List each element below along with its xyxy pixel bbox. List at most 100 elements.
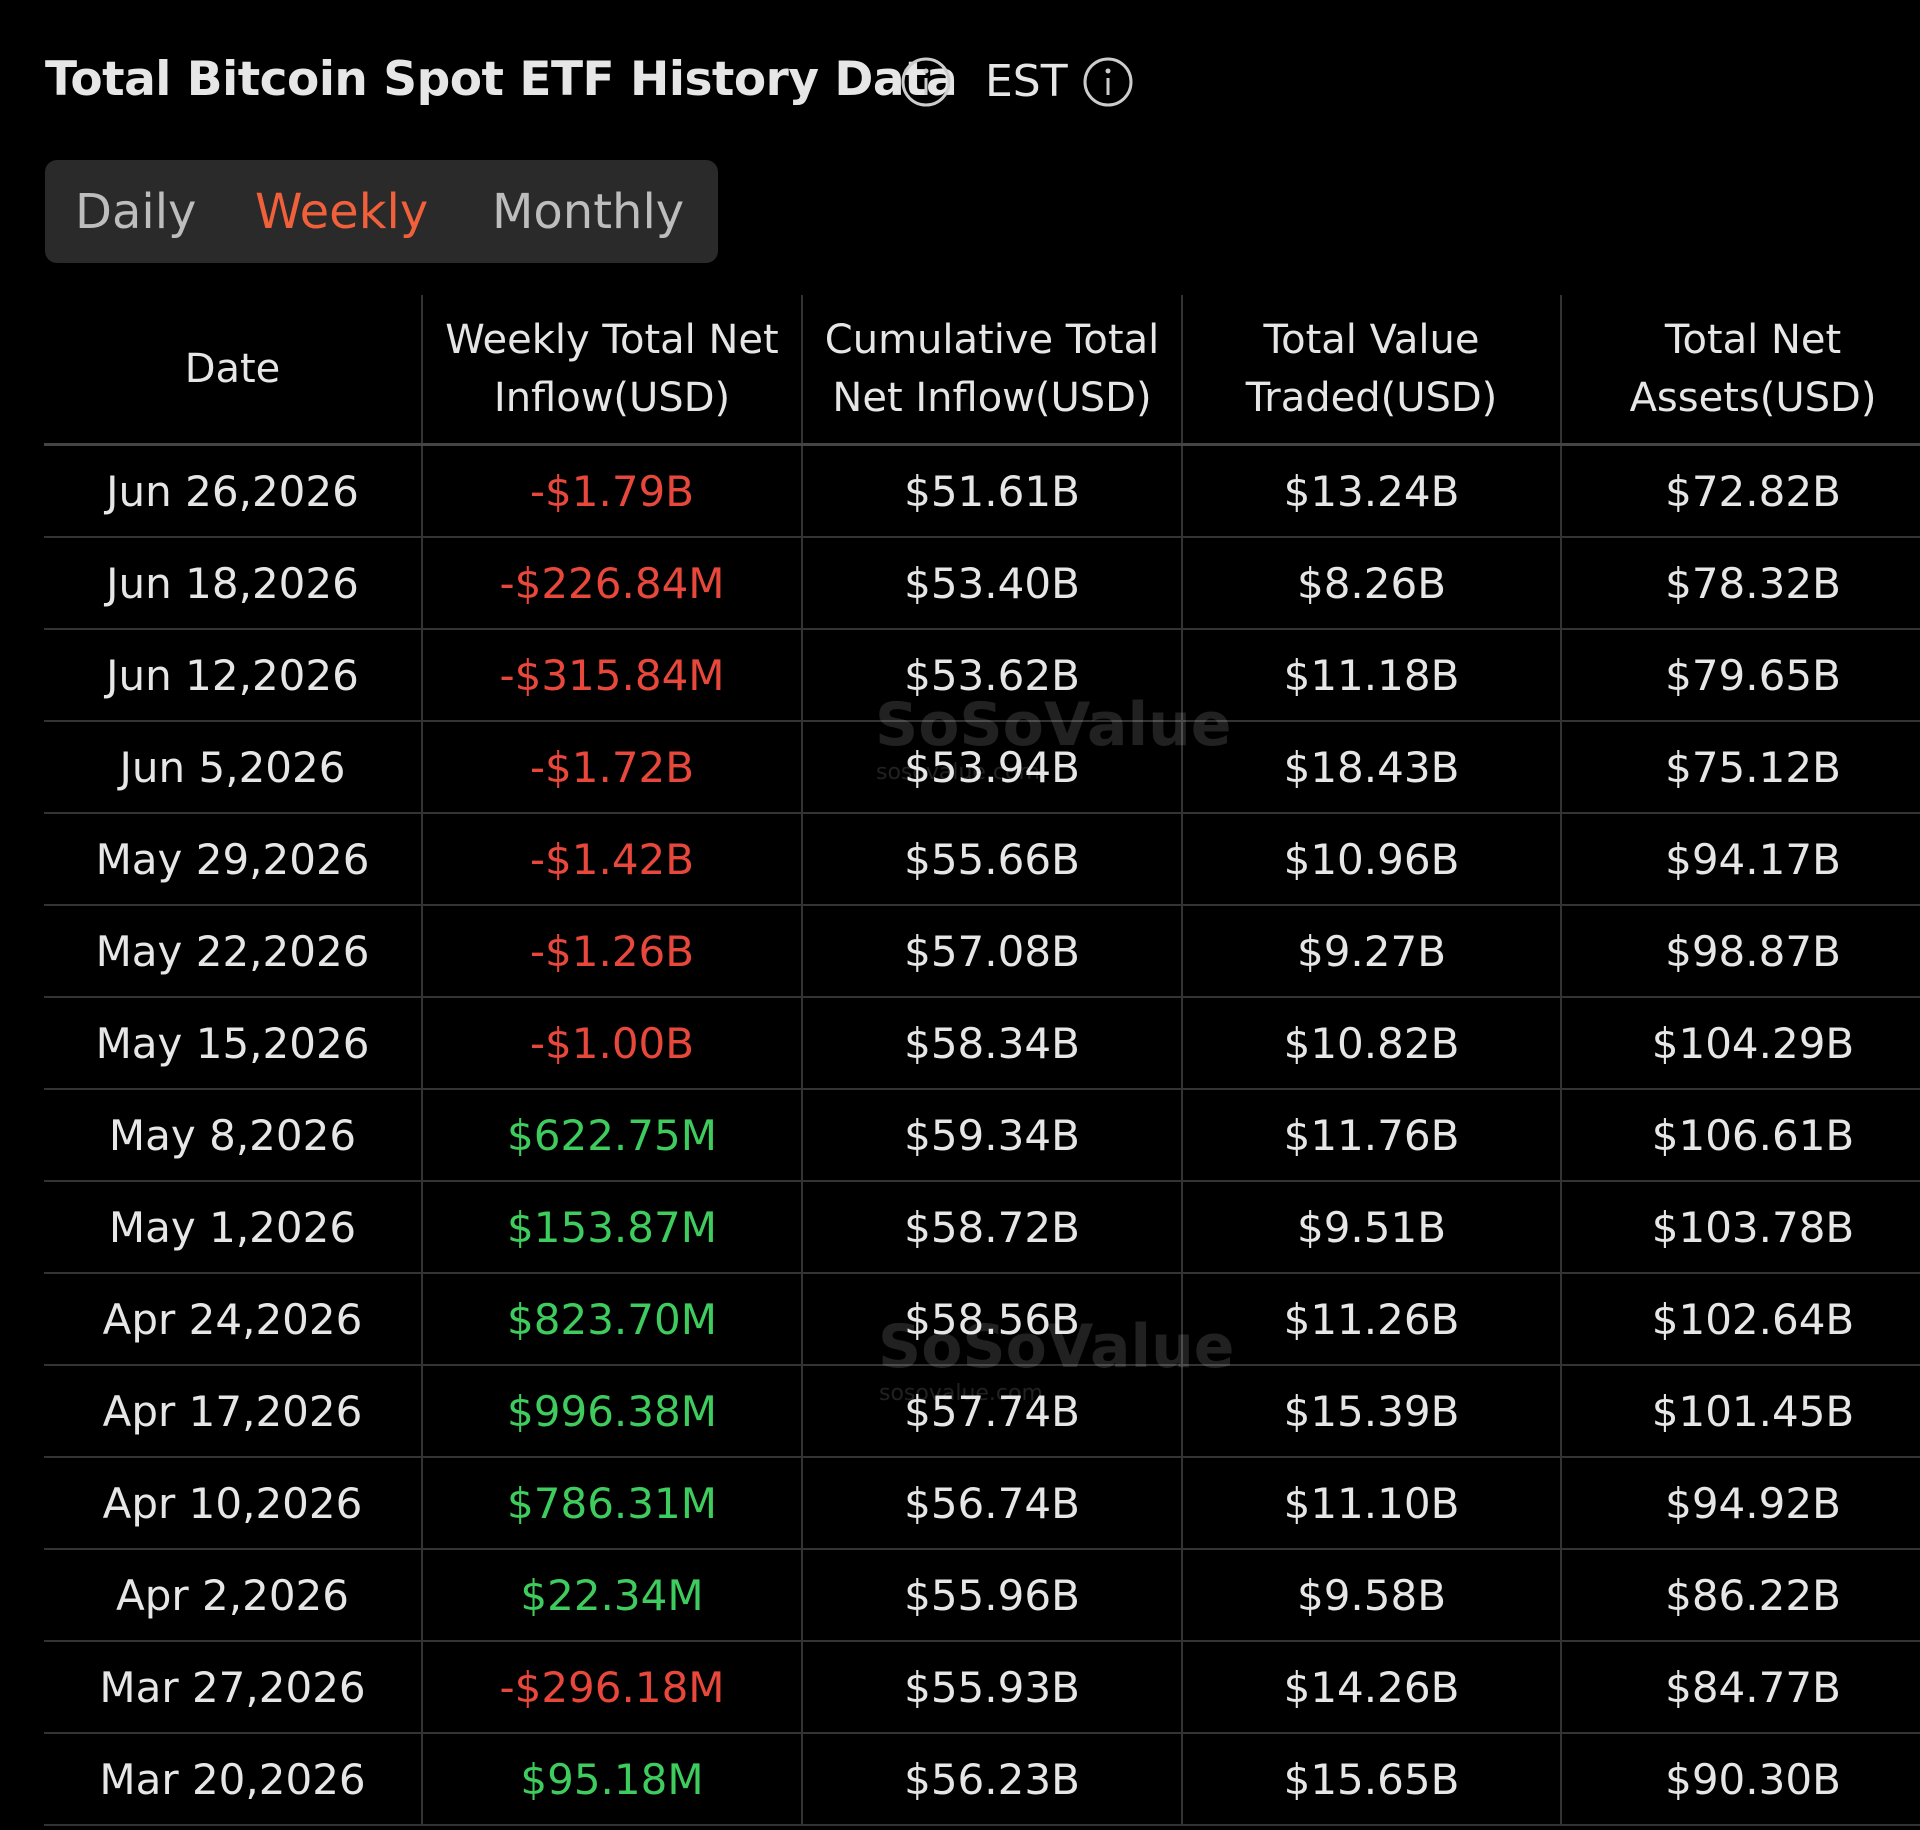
header-row: Date Weekly Total Net Inflow(USD) Cumulati…: [44, 295, 1920, 446]
value-cell: -$1.72B: [422, 721, 803, 814]
value-cell: $58.56B: [802, 1273, 1183, 1366]
table-row: Mar 27,2026 -$296.18M $55.93B $14.26B $84.77…: [44, 1641, 1920, 1734]
date-cell: Jun 26,2026: [44, 444, 423, 538]
watermark-site: sosovalue.com: [879, 1381, 1043, 1406]
value-cell: $53.94B: [802, 721, 1183, 814]
value-cell: $58.72B: [802, 1181, 1183, 1274]
column-header: Cumulative Total Net Inflow(USD): [802, 295, 1183, 446]
value-cell: $56.74B: [802, 1457, 1183, 1550]
column-header: Weekly Total Net Inflow(USD): [422, 295, 803, 446]
value-cell: $51.61B: [802, 444, 1183, 538]
table-row: Apr 10,2026 $786.31M $56.74B $11.10B $94.92B: [44, 1457, 1920, 1550]
value-cell: $15.39B: [1182, 1365, 1562, 1458]
table-row: May 15,2026 -$1.00B $58.34B $10.82B $104.29B: [44, 997, 1920, 1090]
watermark-site: sosovalue.com: [876, 760, 1040, 785]
value-cell: $10.82B: [1182, 997, 1562, 1090]
value-cell: $53.40B: [802, 537, 1183, 630]
date-cell: Apr 17,2026: [44, 1365, 423, 1458]
date-cell: May 15,2026: [44, 997, 423, 1090]
value-cell: $101.45B: [1561, 1365, 1920, 1458]
watermark: SoSoValue: [878, 1312, 1235, 1382]
value-cell: $13.24B: [1182, 444, 1562, 538]
date-cell: Jun 5,2026: [44, 721, 423, 814]
value-cell: $104.29B: [1561, 997, 1920, 1090]
value-cell: $9.27B: [1182, 905, 1562, 998]
value-cell: $84.77B: [1561, 1641, 1920, 1734]
date-cell: Apr 2,2026: [44, 1549, 423, 1642]
date-cell: Jun 12,2026: [44, 629, 423, 722]
value-cell: $95.18M: [422, 1733, 803, 1826]
value-cell: $103.78B: [1561, 1181, 1920, 1274]
value-cell: $90.30B: [1561, 1733, 1920, 1826]
value-cell: $823.70M: [422, 1273, 803, 1366]
value-cell: $11.76B: [1182, 1089, 1562, 1182]
data-table: Date Weekly Total Net Inflow(USD) Cumulati…: [44, 295, 1920, 1826]
value-cell: $106.61B: [1561, 1089, 1920, 1182]
table-row: May 22,2026 -$1.26B $57.08B $9.27B $98.87B: [44, 905, 1920, 998]
value-cell: $94.17B: [1561, 813, 1920, 906]
info-icon[interactable]: [1082, 56, 1134, 108]
tab-active[interactable]: Weekly: [255, 184, 429, 240]
date-cell: May 29,2026: [44, 813, 423, 906]
value-cell: $86.22B: [1561, 1549, 1920, 1642]
tab[interactable]: Daily: [75, 184, 197, 240]
value-cell: $79.65B: [1561, 629, 1920, 722]
date-cell: May 22,2026: [44, 905, 423, 998]
value-cell: -$1.00B: [422, 997, 803, 1090]
table-row: Apr 2,2026 $22.34M $55.96B $9.58B $86.22B: [44, 1549, 1920, 1642]
value-cell: $57.08B: [802, 905, 1183, 998]
value-cell: $18.43B: [1182, 721, 1562, 814]
table-row: May 1,2026 $153.87M $58.72B $9.51B $103.78B: [44, 1181, 1920, 1274]
value-cell: $9.58B: [1182, 1549, 1562, 1642]
table-row: May 29,2026 -$1.42B $55.66B $10.96B $94.17B: [44, 813, 1920, 906]
watermark: SoSoValue: [875, 690, 1232, 760]
date-cell: Mar 20,2026: [44, 1733, 423, 1826]
value-cell: $78.32B: [1561, 537, 1920, 630]
column-header: Total Value Traded(USD): [1182, 295, 1562, 446]
value-cell: $55.66B: [802, 813, 1183, 906]
value-cell: $102.64B: [1561, 1273, 1920, 1366]
date-cell: May 1,2026: [44, 1181, 423, 1274]
value-cell: $15.65B: [1182, 1733, 1562, 1826]
table-row: Mar 20,2026 $95.18M $56.23B $15.65B $90.30B: [44, 1733, 1920, 1826]
value-cell: $22.34M: [422, 1549, 803, 1642]
value-cell: $98.87B: [1561, 905, 1920, 998]
info-icon[interactable]: [900, 56, 952, 108]
value-cell: $11.26B: [1182, 1273, 1562, 1366]
timezone[interactable]: EST: [985, 56, 1068, 107]
value-cell: $8.26B: [1182, 537, 1562, 630]
date-cell: Mar 27,2026: [44, 1641, 423, 1734]
table-row: Apr 17,2026 $996.38M $57.74B $15.39B $101.45…: [44, 1365, 1920, 1458]
date-cell: Apr 10,2026: [44, 1457, 423, 1550]
value-cell: $153.87M: [422, 1181, 803, 1274]
value-cell: $10.96B: [1182, 813, 1562, 906]
value-cell: $59.34B: [802, 1089, 1183, 1182]
table-row: Jun 5,2026 -$1.72B $53.94B $18.43B $75.12B: [44, 721, 1920, 814]
value-cell: $75.12B: [1561, 721, 1920, 814]
value-cell: $14.26B: [1182, 1641, 1562, 1734]
table-row: Jun 18,2026 -$226.84M $53.40B $8.26B $78.32B: [44, 537, 1920, 630]
value-cell: $53.62B: [802, 629, 1183, 722]
date-cell: May 8,2026: [44, 1089, 423, 1182]
value-cell: $622.75M: [422, 1089, 803, 1182]
value-cell: $11.18B: [1182, 629, 1562, 722]
value-cell: -$315.84M: [422, 629, 803, 722]
table-row: May 8,2026 $622.75M $59.34B $11.76B $106.61B: [44, 1089, 1920, 1182]
table-body: Jun 26,2026 -$1.79B $51.61B $13.24B $72.82B J…: [44, 444, 1920, 1826]
value-cell: $56.23B: [802, 1733, 1183, 1826]
value-cell: -$1.42B: [422, 813, 803, 906]
value-cell: $72.82B: [1561, 444, 1920, 538]
page-title: Total Bitcoin Spot ETF History Data: [45, 52, 958, 107]
value-cell: -$1.26B: [422, 905, 803, 998]
value-cell: $9.51B: [1182, 1181, 1562, 1274]
tab[interactable]: Monthly: [492, 184, 685, 240]
tab-bar: Daily Weekly Monthly: [45, 160, 718, 263]
value-cell: $11.10B: [1182, 1457, 1562, 1550]
date-cell: Jun 18,2026: [44, 537, 423, 630]
value-cell: $996.38M: [422, 1365, 803, 1458]
table-row: Jun 26,2026 -$1.79B $51.61B $13.24B $72.82B: [44, 444, 1920, 538]
value-cell: $786.31M: [422, 1457, 803, 1550]
value-cell: -$1.79B: [422, 444, 803, 538]
value-cell: -$226.84M: [422, 537, 803, 630]
